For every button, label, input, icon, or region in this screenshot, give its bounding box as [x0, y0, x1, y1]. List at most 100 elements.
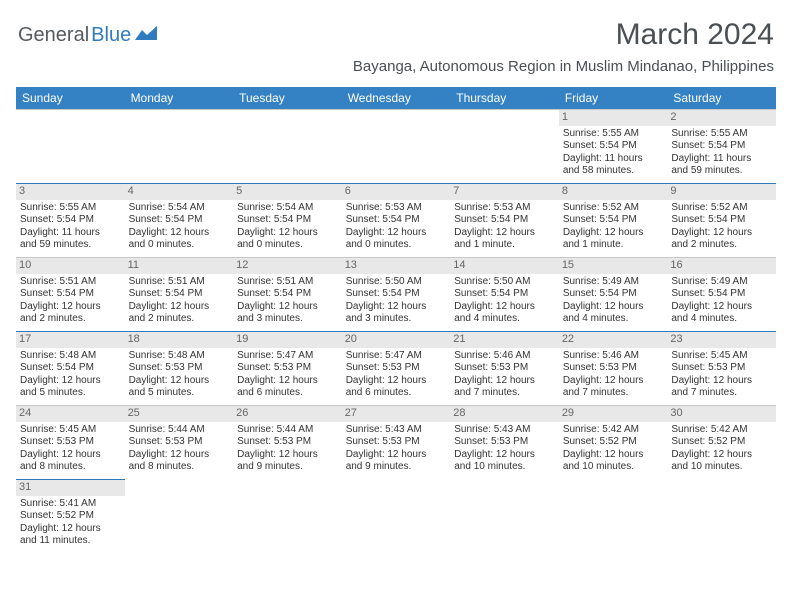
- daylight-text-2: and 1 minute.: [563, 239, 664, 252]
- calendar-day-cell: [16, 110, 125, 184]
- weekday-header: Friday: [559, 87, 668, 110]
- daylight-text-1: Daylight: 12 hours: [129, 301, 230, 314]
- sunrise-text: Sunrise: 5:45 AM: [671, 350, 772, 363]
- daylight-text-1: Daylight: 12 hours: [346, 375, 447, 388]
- sunset-text: Sunset: 5:54 PM: [20, 288, 121, 301]
- daylight-text-2: and 3 minutes.: [237, 313, 338, 326]
- weekday-header: Wednesday: [342, 87, 451, 110]
- calendar-day-cell: 20Sunrise: 5:47 AMSunset: 5:53 PMDayligh…: [342, 332, 451, 406]
- sunrise-text: Sunrise: 5:50 AM: [346, 276, 447, 289]
- daylight-text-1: Daylight: 11 hours: [563, 153, 664, 166]
- daylight-text-2: and 4 minutes.: [563, 313, 664, 326]
- daylight-text-1: Daylight: 12 hours: [671, 227, 772, 240]
- day-number: 27: [342, 406, 451, 422]
- sunrise-text: Sunrise: 5:48 AM: [129, 350, 230, 363]
- calendar-week-row: 31Sunrise: 5:41 AMSunset: 5:52 PMDayligh…: [16, 480, 776, 554]
- day-number: 4: [125, 184, 234, 200]
- calendar-day-cell: [342, 110, 451, 184]
- calendar-day-cell: [125, 110, 234, 184]
- sunset-text: Sunset: 5:54 PM: [346, 288, 447, 301]
- sunrise-text: Sunrise: 5:43 AM: [346, 424, 447, 437]
- sunset-text: Sunset: 5:54 PM: [563, 140, 664, 153]
- sunset-text: Sunset: 5:52 PM: [671, 436, 772, 449]
- day-number: 7: [450, 184, 559, 200]
- sunrise-text: Sunrise: 5:54 AM: [237, 202, 338, 215]
- daylight-text-1: Daylight: 11 hours: [671, 153, 772, 166]
- daylight-text-2: and 0 minutes.: [346, 239, 447, 252]
- calendar-day-cell: 27Sunrise: 5:43 AMSunset: 5:53 PMDayligh…: [342, 406, 451, 480]
- sunrise-text: Sunrise: 5:50 AM: [454, 276, 555, 289]
- daylight-text-1: Daylight: 12 hours: [129, 449, 230, 462]
- calendar-day-cell: 22Sunrise: 5:46 AMSunset: 5:53 PMDayligh…: [559, 332, 668, 406]
- day-number: 11: [125, 258, 234, 274]
- calendar-day-cell: 16Sunrise: 5:49 AMSunset: 5:54 PMDayligh…: [667, 258, 776, 332]
- daylight-text-2: and 7 minutes.: [671, 387, 772, 400]
- day-number: 28: [450, 406, 559, 422]
- day-number: 15: [559, 258, 668, 274]
- weekday-header: Sunday: [16, 87, 125, 110]
- daylight-text-2: and 8 minutes.: [20, 461, 121, 474]
- sunset-text: Sunset: 5:53 PM: [129, 362, 230, 375]
- sunrise-text: Sunrise: 5:51 AM: [237, 276, 338, 289]
- calendar-day-cell: [233, 480, 342, 554]
- daylight-text-2: and 10 minutes.: [563, 461, 664, 474]
- calendar-table: Sunday Monday Tuesday Wednesday Thursday…: [16, 87, 776, 554]
- brand-text-2: Blue: [91, 24, 131, 47]
- daylight-text-2: and 7 minutes.: [454, 387, 555, 400]
- sunset-text: Sunset: 5:53 PM: [346, 436, 447, 449]
- day-number: 10: [16, 258, 125, 274]
- daylight-text-2: and 0 minutes.: [237, 239, 338, 252]
- calendar-day-cell: 28Sunrise: 5:43 AMSunset: 5:53 PMDayligh…: [450, 406, 559, 480]
- calendar-week-row: 24Sunrise: 5:45 AMSunset: 5:53 PMDayligh…: [16, 406, 776, 480]
- calendar-day-cell: 29Sunrise: 5:42 AMSunset: 5:52 PMDayligh…: [559, 406, 668, 480]
- weekday-header: Tuesday: [233, 87, 342, 110]
- daylight-text-1: Daylight: 11 hours: [20, 227, 121, 240]
- daylight-text-1: Daylight: 12 hours: [671, 301, 772, 314]
- daylight-text-1: Daylight: 12 hours: [671, 375, 772, 388]
- daylight-text-2: and 6 minutes.: [346, 387, 447, 400]
- calendar-day-cell: 5Sunrise: 5:54 AMSunset: 5:54 PMDaylight…: [233, 184, 342, 258]
- calendar-day-cell: 23Sunrise: 5:45 AMSunset: 5:53 PMDayligh…: [667, 332, 776, 406]
- daylight-text-1: Daylight: 12 hours: [20, 523, 121, 536]
- sunrise-text: Sunrise: 5:53 AM: [346, 202, 447, 215]
- calendar-day-cell: 11Sunrise: 5:51 AMSunset: 5:54 PMDayligh…: [125, 258, 234, 332]
- day-number: 12: [233, 258, 342, 274]
- day-number: 1: [559, 110, 668, 126]
- sunrise-text: Sunrise: 5:45 AM: [20, 424, 121, 437]
- calendar-day-cell: 25Sunrise: 5:44 AMSunset: 5:53 PMDayligh…: [125, 406, 234, 480]
- daylight-text-1: Daylight: 12 hours: [20, 375, 121, 388]
- location-subtitle: Bayanga, Autonomous Region in Muslim Min…: [353, 58, 774, 75]
- daylight-text-1: Daylight: 12 hours: [346, 227, 447, 240]
- daylight-text-2: and 2 minutes.: [20, 313, 121, 326]
- brand-text-1: General: [18, 24, 89, 47]
- sunrise-text: Sunrise: 5:52 AM: [671, 202, 772, 215]
- calendar-day-cell: 1Sunrise: 5:55 AMSunset: 5:54 PMDaylight…: [559, 110, 668, 184]
- calendar-week-row: 3Sunrise: 5:55 AMSunset: 5:54 PMDaylight…: [16, 184, 776, 258]
- sunrise-text: Sunrise: 5:46 AM: [454, 350, 555, 363]
- sunrise-text: Sunrise: 5:42 AM: [671, 424, 772, 437]
- daylight-text-1: Daylight: 12 hours: [129, 375, 230, 388]
- sunset-text: Sunset: 5:53 PM: [454, 362, 555, 375]
- day-number: 16: [667, 258, 776, 274]
- calendar-day-cell: 26Sunrise: 5:44 AMSunset: 5:53 PMDayligh…: [233, 406, 342, 480]
- calendar-day-cell: 21Sunrise: 5:46 AMSunset: 5:53 PMDayligh…: [450, 332, 559, 406]
- sunset-text: Sunset: 5:54 PM: [237, 214, 338, 227]
- calendar-day-cell: 18Sunrise: 5:48 AMSunset: 5:53 PMDayligh…: [125, 332, 234, 406]
- calendar-day-cell: [450, 110, 559, 184]
- day-number: 20: [342, 332, 451, 348]
- daylight-text-1: Daylight: 12 hours: [237, 449, 338, 462]
- sunrise-text: Sunrise: 5:47 AM: [237, 350, 338, 363]
- calendar-day-cell: [342, 480, 451, 554]
- daylight-text-1: Daylight: 12 hours: [454, 449, 555, 462]
- daylight-text-2: and 10 minutes.: [454, 461, 555, 474]
- sunrise-text: Sunrise: 5:44 AM: [129, 424, 230, 437]
- daylight-text-2: and 59 minutes.: [671, 165, 772, 178]
- sunrise-text: Sunrise: 5:47 AM: [346, 350, 447, 363]
- calendar-day-cell: 24Sunrise: 5:45 AMSunset: 5:53 PMDayligh…: [16, 406, 125, 480]
- day-number: 8: [559, 184, 668, 200]
- daylight-text-2: and 8 minutes.: [129, 461, 230, 474]
- daylight-text-2: and 4 minutes.: [454, 313, 555, 326]
- daylight-text-1: Daylight: 12 hours: [563, 301, 664, 314]
- calendar-day-cell: [233, 110, 342, 184]
- daylight-text-1: Daylight: 12 hours: [20, 449, 121, 462]
